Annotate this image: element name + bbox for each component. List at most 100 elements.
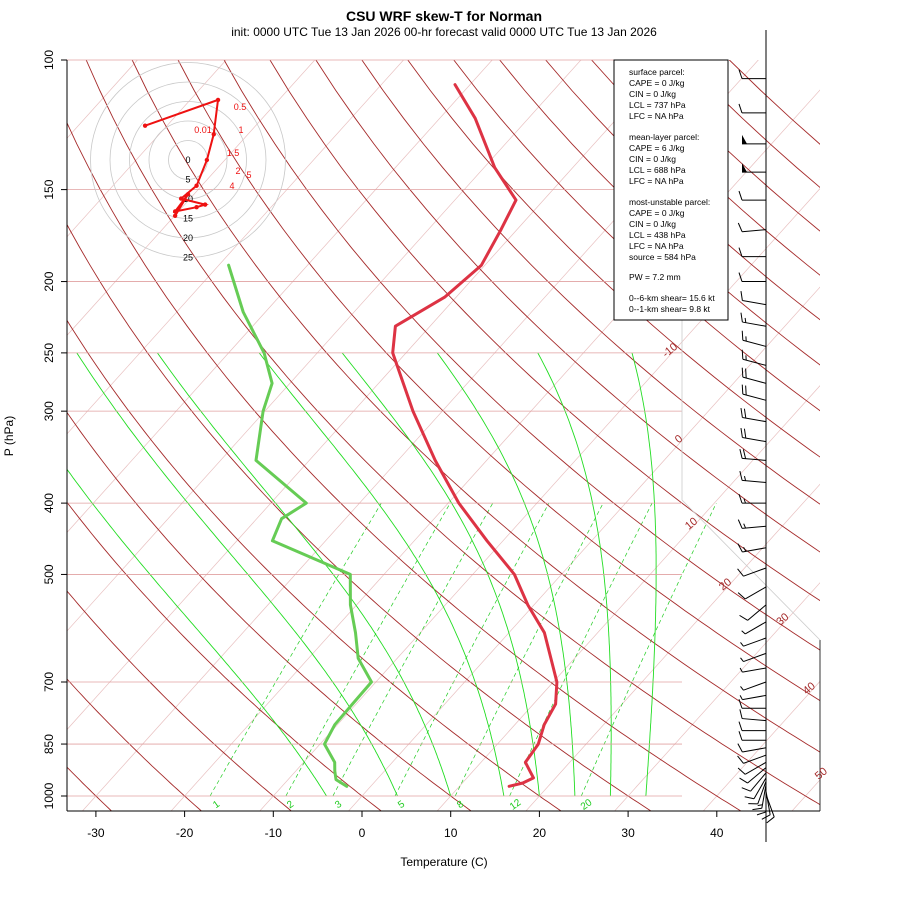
info-surface-lcl: LCL = 737 hPa [629,100,686,110]
wind-barb-flag [740,428,743,438]
info-mu-source: source = 584 hPa [629,252,696,262]
wind-barb [741,384,767,401]
y-tick-label: 250 [42,343,56,363]
mixing-ratio-label: 8 [455,799,466,811]
chart-subtitle: init: 0000 UTC Tue 13 Jan 2026 00-hr for… [231,25,657,39]
mixing-ratio-label: 12 [508,797,524,813]
y-tick-label: 1000 [42,782,56,809]
mixing-ratio-label: 1 [211,799,222,811]
wind-barb-staff [742,300,767,306]
y-tick-label: 200 [42,271,56,291]
wind-barb [748,781,767,805]
wind-barb-flag [737,592,746,600]
isotherm-label: 10 [683,515,700,532]
moist-adiabat-line [341,352,540,797]
wind-barb [744,777,767,800]
wind-barb-staff [742,457,767,461]
isotherm-line [67,60,493,533]
wind-barb-half-flag [740,642,744,647]
wind-barb-half-flag [743,498,746,504]
hodograph-height-label: 4 [229,181,234,191]
wind-barb-flag [744,796,755,800]
wind-barb [738,247,766,258]
dry-adiabat-line [177,60,820,702]
wind-barb [740,408,767,423]
hodograph-height-label: 2 [235,166,240,176]
wind-barb-flag [742,449,747,459]
hodograph-point [194,183,199,188]
hodograph-ring-label: 0 [185,155,190,165]
wind-barb-flag [739,448,743,459]
wind-barb [739,694,767,701]
wind-barb-flag [740,312,743,323]
wind-barb [756,787,767,816]
wind-barb-staff [742,747,767,753]
hodograph-point [194,204,199,210]
info-mean-lfc: LFC = NA hPa [629,176,684,186]
wind-barb-flag [743,428,747,439]
info-mean-lcl: LCL = 688 hPa [629,165,686,175]
wind-barb-staff [742,718,767,722]
mixing-ratio-line [285,502,451,797]
wind-barb-flag [756,811,767,816]
wind-barb [741,349,767,366]
mixing-ratio-label: 2 [285,799,296,811]
wind-barb-staff [742,694,767,701]
dewpoint-profile-line [227,263,373,788]
mixing-ratio-label: 20 [579,797,595,813]
hodograph-height-label: 0.5 [234,102,247,112]
wind-barb-half-flag [743,546,747,552]
hodograph-point [178,196,184,201]
wind-barb-flag [738,190,743,201]
hodograph-point [215,97,221,103]
hodograph-height-label: 1.5 [227,148,240,158]
wind-barb-staff [742,393,767,401]
dry-adiabat-line [223,60,820,651]
hodograph-ring [90,62,286,258]
info-mu-heading: most-unstable parcel: [629,197,710,207]
wind-barb-flag [738,493,743,504]
x-tick-label: 30 [621,826,635,840]
wind-barb-pennant [742,163,747,173]
dry-adiabat-line [67,411,472,811]
isotherm-line [67,60,316,336]
hodograph-ring-label: 5 [185,175,190,185]
x-tick-label: 40 [710,826,724,840]
wind-barb [740,291,767,306]
wind-barb-half-flag [739,667,743,673]
wind-barb-half-flag [744,317,747,323]
wind-barb-flag [738,103,743,114]
hodograph-point [211,132,216,137]
wind-barb-staff [747,604,767,621]
isobar-lines [67,59,682,797]
info-surface-lfc: LFC = NA hPa [629,111,684,121]
wind-barb-staff [742,376,767,384]
wind-barb-staff [742,321,767,327]
wind-barb-half-flag [740,657,744,662]
wind-barb-staff [750,772,767,792]
dry-adiabat-line [131,60,820,753]
x-tick-label: -20 [176,826,194,840]
wind-barb-staff [742,436,767,443]
wind-barb-staff [743,754,767,764]
hodograph-point [172,209,178,214]
moist-adiabat-line [258,352,505,797]
wind-barb-staff [744,761,767,775]
isotherm-line [614,582,820,811]
hodograph-ring-label: 10 [183,194,193,204]
wind-barb-staff [742,667,767,673]
wind-barb-pennant [742,134,747,144]
wind-barb [739,667,767,673]
wind-barb [738,493,766,504]
wind-barb [741,772,767,792]
wind-barb [741,330,767,347]
wind-barb-flag [738,731,743,741]
info-mu-cin: CIN = 0 J/kg [629,219,676,229]
wind-barb [737,543,767,553]
wind-barb-flag [741,384,744,395]
dry-adiabat-line [453,60,820,412]
wind-barb [737,567,767,577]
wind-barb [738,721,766,732]
wind-barb-staff [742,416,767,423]
